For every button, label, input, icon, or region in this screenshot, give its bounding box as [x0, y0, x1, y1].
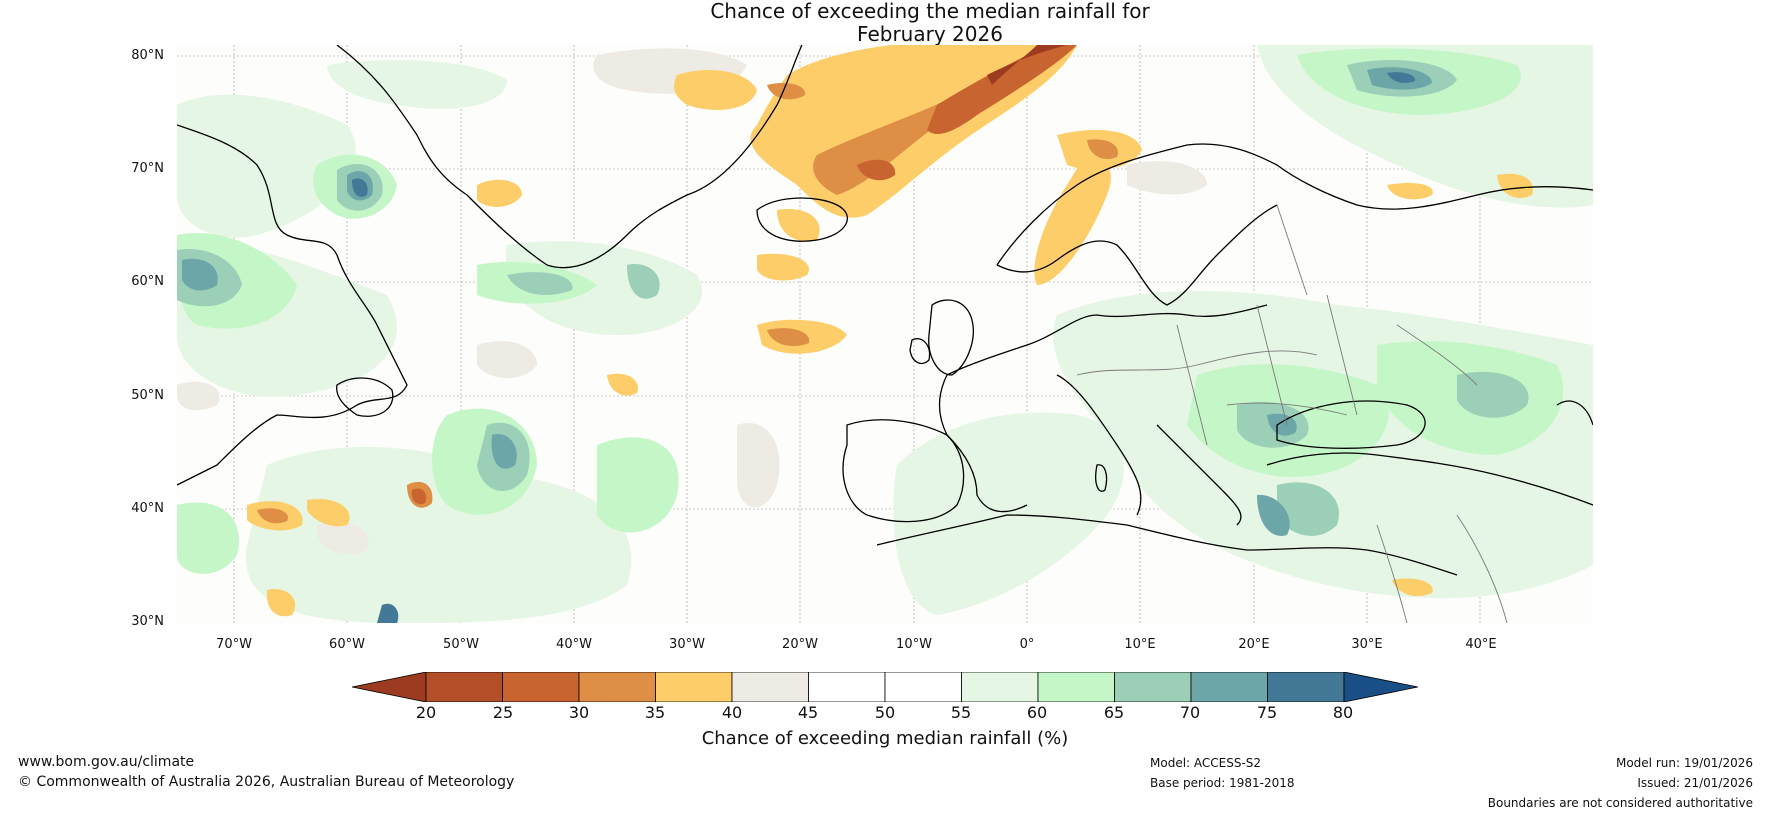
lon-label-0: 0° [1019, 637, 1035, 652]
colorbar [352, 672, 1418, 702]
colorbar-segment [1114, 672, 1192, 702]
model-run-text: Model run: 19/01/2026 [1615, 756, 1753, 770]
colorbar-arrow-high [1343, 672, 1418, 702]
probability-under-25-areas [987, 45, 1067, 85]
colorbar-tick: 35 [644, 703, 666, 722]
colorbar-tick: 65 [1103, 703, 1125, 722]
lon-label-30w: 30°W [669, 637, 705, 652]
colorbar-label: Chance of exceeding median rainfall (%) [701, 728, 1069, 749]
lon-label-20e: 20°E [1238, 637, 1270, 652]
title-line-2: February 2026 [857, 22, 1003, 46]
country-borders [1076, 204, 1508, 623]
colorbar-segment [961, 672, 1039, 702]
colorbar-segment [425, 672, 503, 702]
colorbar-segment [1037, 672, 1115, 702]
lon-label-60w: 60°W [329, 637, 365, 652]
colorbar-tick: 80 [1332, 703, 1354, 722]
lat-label-30n: 30°N [131, 614, 164, 629]
colorbar-arrow-low [352, 672, 427, 702]
probability-over-80-areas [352, 72, 1416, 623]
colorbar-tick: 75 [1256, 703, 1278, 722]
title-line-1: Chance of exceeding the median rainfall … [710, 0, 1150, 23]
lon-label-20w: 20°W [782, 637, 818, 652]
lon-label-70w: 70°W [216, 637, 252, 652]
lat-label-50n: 50°N [131, 388, 164, 403]
colorbar-tick: 70 [1179, 703, 1201, 722]
probability-40-45-areas [177, 48, 1207, 555]
colorbar-tick: 25 [492, 703, 514, 722]
lat-label-70n: 70°N [131, 161, 164, 176]
map-title: Chance of exceeding the median rainfall … [0, 0, 1770, 46]
colorbar-tick: 50 [874, 703, 896, 722]
colorbar-segment [884, 672, 962, 702]
colorbar-segment [1267, 672, 1345, 702]
lon-label-50w: 50°W [443, 637, 479, 652]
copyright-text: © Commonwealth of Australia 2026, Austra… [18, 774, 515, 790]
disclaimer-text: Boundaries are not considered authoritat… [1487, 796, 1753, 810]
lon-label-40w: 40°W [556, 637, 592, 652]
colorbar-segment [731, 672, 809, 702]
base-period-text: Base period: 1981-2018 [1150, 776, 1295, 790]
lon-label-10e: 10°E [1124, 637, 1156, 652]
lon-label-30e: 30°E [1351, 637, 1383, 652]
colorbar-tick: 40 [721, 703, 743, 722]
colorbar-tick: 45 [797, 703, 819, 722]
probability-25-30-areas [411, 45, 1077, 505]
colorbar-segment [578, 672, 656, 702]
website-text: www.bom.gov.au/climate [18, 754, 195, 770]
lat-label-40n: 40°N [131, 501, 164, 516]
lon-label-40e: 40°E [1465, 637, 1497, 652]
coastlines [177, 45, 1593, 576]
colorbar-tick: 20 [415, 703, 437, 722]
colorbar-tick: 30 [568, 703, 590, 722]
colorbar-segment [808, 672, 886, 702]
lat-label-60n: 60°N [131, 274, 164, 289]
colorbar-tick: 60 [1026, 703, 1048, 722]
colorbar-segment [1190, 672, 1268, 702]
colorbar-tick: 55 [950, 703, 972, 722]
rainfall-probability-map [177, 45, 1593, 623]
model-text: Model: ACCESS-S2 [1150, 756, 1262, 770]
lat-label-80n: 80°N [131, 48, 164, 63]
colorbar-segment [502, 672, 580, 702]
colorbar-segment [655, 672, 733, 702]
lon-label-10w: 10°W [896, 637, 932, 652]
issued-text: Issued: 21/01/2026 [1637, 776, 1753, 790]
